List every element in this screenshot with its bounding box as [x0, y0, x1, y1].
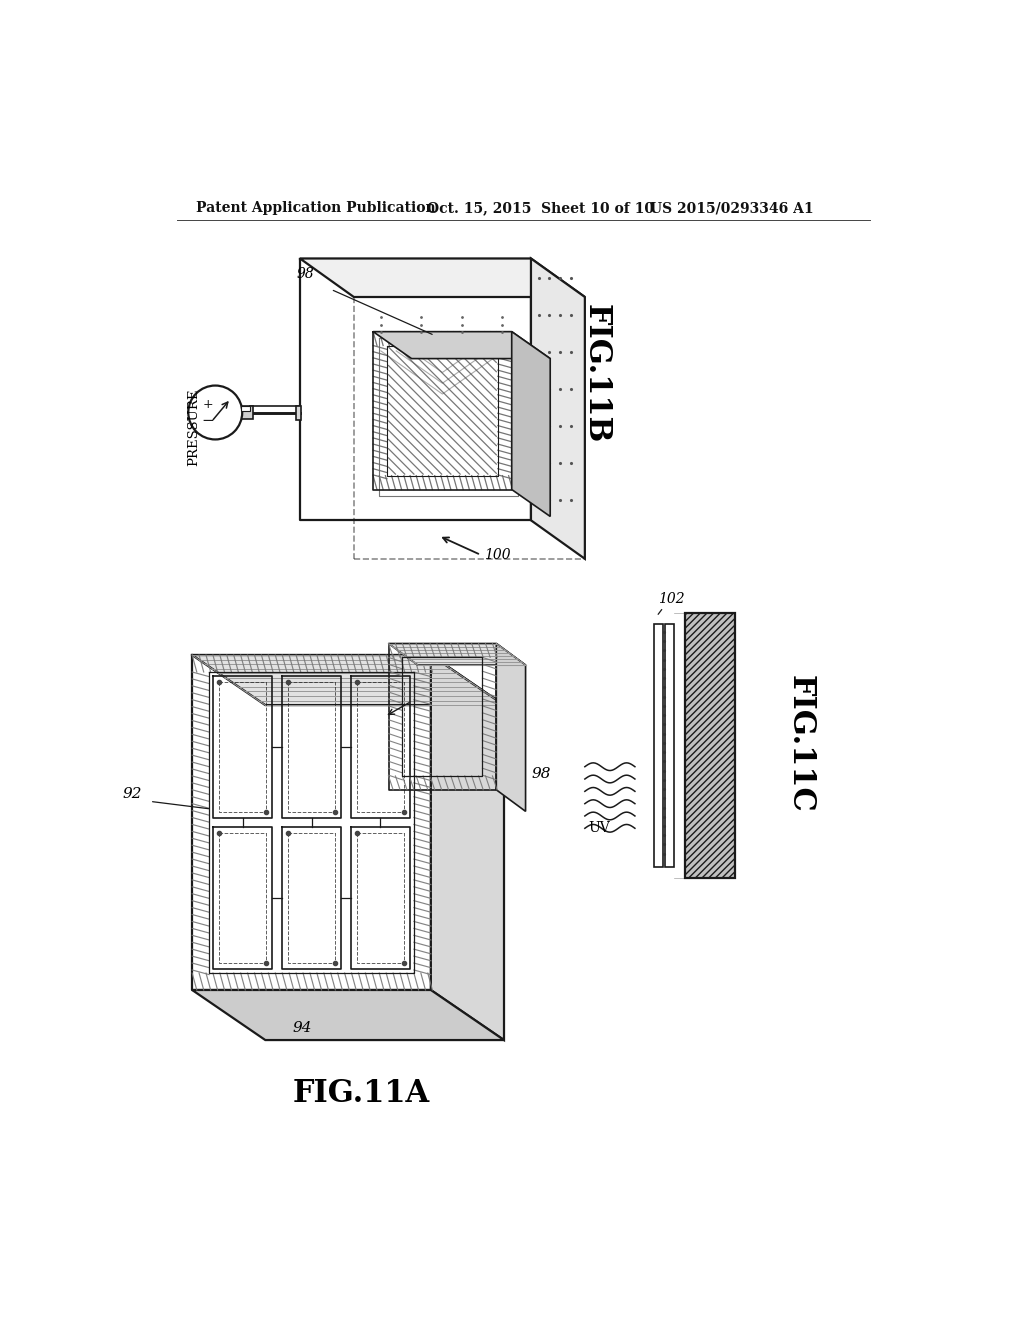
Bar	[665, 624, 674, 867]
Polygon shape	[193, 655, 504, 705]
Text: FIG.11A: FIG.11A	[292, 1077, 429, 1109]
Text: 94: 94	[292, 1022, 311, 1035]
Text: FIG.11C: FIG.11C	[785, 675, 816, 813]
Polygon shape	[531, 259, 585, 558]
Polygon shape	[512, 331, 550, 516]
Text: 102: 102	[658, 591, 685, 606]
Polygon shape	[300, 259, 585, 297]
Text: US 2015/0293346 A1: US 2015/0293346 A1	[650, 202, 814, 215]
Polygon shape	[431, 655, 504, 1040]
Polygon shape	[373, 331, 550, 359]
Circle shape	[188, 385, 243, 440]
Text: Oct. 15, 2015  Sheet 10 of 10: Oct. 15, 2015 Sheet 10 of 10	[427, 202, 654, 215]
Bar	[241, 407, 250, 411]
Text: +: +	[203, 399, 213, 412]
Text: −: −	[201, 413, 214, 428]
Text: UV: UV	[589, 821, 610, 836]
Text: PRESSURE: PRESSURE	[187, 389, 201, 466]
Bar	[241, 407, 253, 418]
Text: 100: 100	[484, 548, 511, 562]
Text: 98: 98	[531, 767, 551, 781]
Polygon shape	[193, 990, 504, 1040]
Text: FIG.11B: FIG.11B	[581, 305, 612, 444]
Bar	[296, 407, 301, 420]
Polygon shape	[497, 644, 525, 812]
Text: 92: 92	[123, 787, 142, 800]
Text: 98: 98	[296, 267, 314, 281]
Bar	[685, 612, 735, 878]
Polygon shape	[388, 644, 525, 665]
Text: Patent Application Publication: Patent Application Publication	[196, 202, 435, 215]
Bar	[654, 624, 664, 867]
